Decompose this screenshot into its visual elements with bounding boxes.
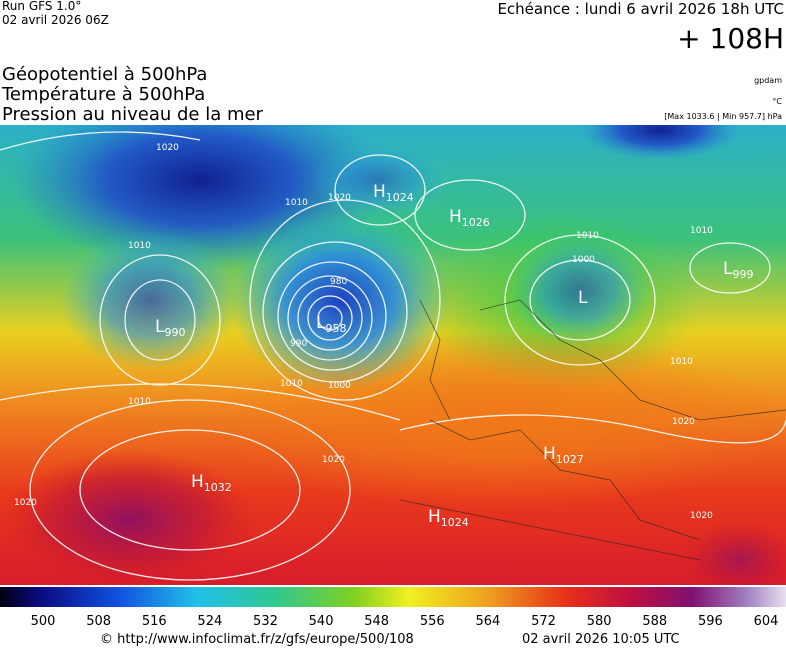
scale-label: 524	[197, 614, 222, 629]
center-letter: L	[316, 313, 326, 333]
isobar-label: 990	[290, 339, 307, 349]
pressure-center: L999	[723, 259, 753, 281]
isobar-label: 1010	[690, 226, 713, 236]
isobar-label: 1010	[128, 241, 151, 251]
pressure-center: H1024	[428, 507, 469, 529]
footer-stamp: 02 avril 2026 10:05 UTC	[522, 632, 680, 647]
isobar-label: 1020	[322, 455, 345, 465]
isobar-label: 1020	[156, 143, 179, 153]
run-date: 02 avril 2026 06Z	[2, 13, 109, 27]
scale-label: 508	[86, 614, 111, 629]
scale-label: 556	[420, 614, 445, 629]
center-letter: H	[543, 444, 556, 464]
lead-time: + 108H	[677, 22, 784, 55]
center-letter: L	[723, 259, 733, 279]
isobar-label: 1000	[572, 255, 595, 265]
legend-line: Géopotentiel à 500hPa	[2, 64, 207, 85]
scale-label: 596	[698, 614, 723, 629]
center-letter: L	[578, 288, 588, 308]
isobar-label: 1010	[576, 231, 599, 241]
isobar-label: 1010	[128, 397, 151, 407]
scale-label: 604	[754, 614, 779, 629]
isobar-label: 1020	[14, 498, 37, 508]
pressure-center: H1032	[191, 472, 232, 494]
center-value: 999	[732, 268, 753, 281]
pressure-center: H1026	[449, 207, 490, 229]
center-value: 1024	[441, 516, 469, 529]
pressure-center: H1027	[543, 444, 584, 466]
unit: gpdam	[754, 76, 782, 85]
legend-line: Pression au niveau de la mer	[2, 104, 264, 125]
scale-label: 516	[142, 614, 167, 629]
center-letter: H	[449, 207, 462, 227]
unit: °C	[772, 97, 782, 106]
pressure-center: L958	[316, 313, 346, 335]
isobar-label: 980	[330, 277, 347, 287]
echeance: Echéance : lundi 6 avril 2026 18h UTC	[497, 0, 784, 18]
center-value: 990	[164, 326, 185, 339]
isobar-label: 1000	[328, 381, 351, 391]
pressure-center: H1024	[373, 182, 414, 204]
center-letter: H	[373, 182, 386, 202]
center-value: 1032	[204, 481, 232, 494]
scale-label: 500	[31, 614, 56, 629]
isobar-label: 1020	[690, 511, 713, 521]
scale-label: 532	[253, 614, 278, 629]
isobar-label: 1010	[670, 357, 693, 367]
scale-label: 588	[642, 614, 667, 629]
scale-label: 572	[531, 614, 556, 629]
isobar-label: 1020	[328, 193, 351, 203]
isobar-label: 1010	[285, 198, 308, 208]
color-scale	[0, 587, 786, 607]
center-letter: H	[191, 472, 204, 492]
center-letter: L	[155, 317, 165, 337]
pressure-center: L	[578, 288, 588, 308]
scale-label: 540	[309, 614, 334, 629]
scale-label: 548	[364, 614, 389, 629]
center-value: 1027	[556, 453, 584, 466]
center-letter: H	[428, 507, 441, 527]
unit: [Max 1033.6 | Min 957.7] hPa	[664, 112, 782, 121]
center-value: 1024	[386, 191, 414, 204]
scale-label: 564	[476, 614, 501, 629]
isobar-label: 1020	[672, 417, 695, 427]
center-value: 1026	[462, 216, 490, 229]
legend-line: Température à 500hPa	[1, 84, 205, 105]
scale-label: 580	[587, 614, 612, 629]
pressure-center: L990	[155, 317, 185, 339]
isobar-label: 1010	[280, 379, 303, 389]
run-label: Run GFS 1.0°	[2, 0, 81, 13]
map	[0, 125, 786, 585]
center-value: 958	[325, 322, 346, 335]
footer-url: © http://www.infoclimat.fr/z/gfs/europe/…	[100, 632, 414, 647]
